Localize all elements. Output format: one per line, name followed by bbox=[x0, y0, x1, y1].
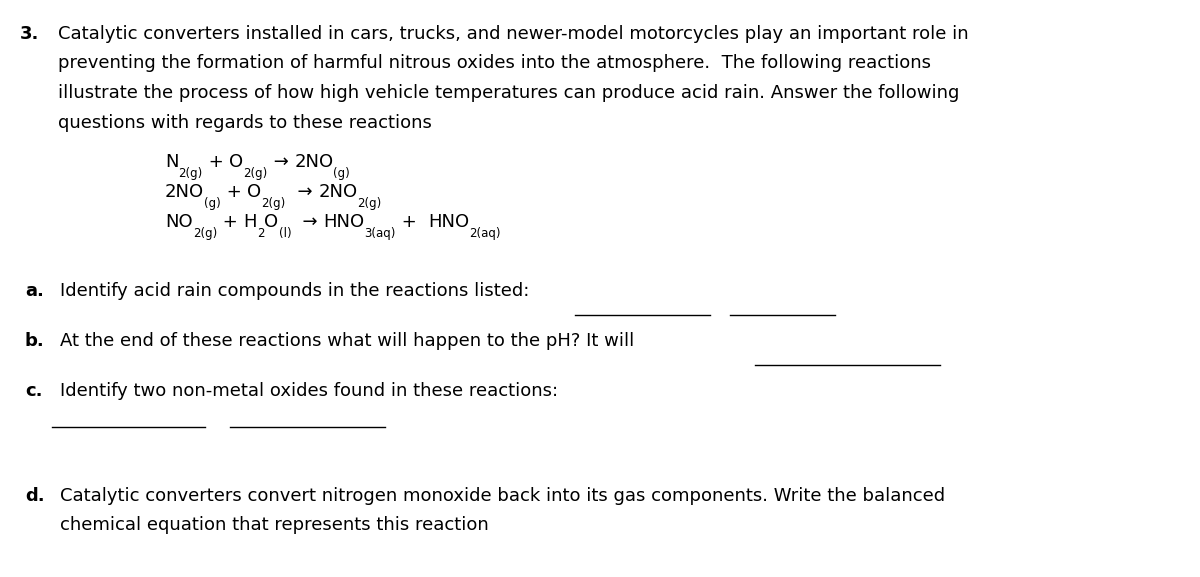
Text: 2NO: 2NO bbox=[294, 153, 334, 171]
Text: 2(aq): 2(aq) bbox=[469, 227, 500, 240]
Text: 3.: 3. bbox=[20, 25, 40, 43]
Text: N: N bbox=[166, 153, 179, 171]
Text: c.: c. bbox=[25, 382, 42, 400]
Text: H: H bbox=[244, 213, 257, 231]
Text: →: → bbox=[286, 183, 318, 201]
Text: b.: b. bbox=[25, 332, 44, 350]
Text: illustrate the process of how high vehicle temperatures can produce acid rain. A: illustrate the process of how high vehic… bbox=[58, 84, 959, 102]
Text: d.: d. bbox=[25, 487, 44, 505]
Text: HNO: HNO bbox=[324, 213, 365, 231]
Text: 2NO: 2NO bbox=[166, 183, 204, 201]
Text: 2(g): 2(g) bbox=[262, 197, 286, 210]
Text: +: + bbox=[221, 183, 247, 201]
Text: +: + bbox=[203, 153, 229, 171]
Text: (g): (g) bbox=[204, 197, 221, 210]
Text: 2: 2 bbox=[257, 227, 264, 240]
Text: +: + bbox=[396, 213, 428, 231]
Text: 2(g): 2(g) bbox=[193, 227, 217, 240]
Text: (l): (l) bbox=[278, 227, 292, 240]
Text: →: → bbox=[292, 213, 324, 231]
Text: O: O bbox=[229, 153, 244, 171]
Text: NO: NO bbox=[166, 213, 193, 231]
Text: questions with regards to these reactions: questions with regards to these reaction… bbox=[58, 114, 432, 132]
Text: Catalytic converters convert nitrogen monoxide back into its gas components. Wri: Catalytic converters convert nitrogen mo… bbox=[60, 487, 946, 505]
Text: chemical equation that represents this reaction: chemical equation that represents this r… bbox=[60, 516, 488, 534]
Text: 2NO: 2NO bbox=[318, 183, 358, 201]
Text: a.: a. bbox=[25, 282, 44, 300]
Text: 2(g): 2(g) bbox=[244, 167, 268, 180]
Text: HNO: HNO bbox=[428, 213, 469, 231]
Text: Identify acid rain compounds in the reactions listed:: Identify acid rain compounds in the reac… bbox=[60, 282, 529, 300]
Text: 2(g): 2(g) bbox=[179, 167, 203, 180]
Text: Catalytic converters installed in cars, trucks, and newer-model motorcycles play: Catalytic converters installed in cars, … bbox=[58, 25, 968, 43]
Text: +: + bbox=[217, 213, 244, 231]
Text: 3(aq): 3(aq) bbox=[365, 227, 396, 240]
Text: At the end of these reactions what will happen to the pH? It will: At the end of these reactions what will … bbox=[60, 332, 635, 350]
Text: O: O bbox=[247, 183, 262, 201]
Text: Identify two non-metal oxides found in these reactions:: Identify two non-metal oxides found in t… bbox=[60, 382, 558, 400]
Text: (g): (g) bbox=[334, 167, 350, 180]
Text: preventing the formation of harmful nitrous oxides into the atmosphere.  The fol: preventing the formation of harmful nitr… bbox=[58, 54, 931, 73]
Text: 2(g): 2(g) bbox=[358, 197, 382, 210]
Text: O: O bbox=[264, 213, 278, 231]
Text: →: → bbox=[268, 153, 294, 171]
